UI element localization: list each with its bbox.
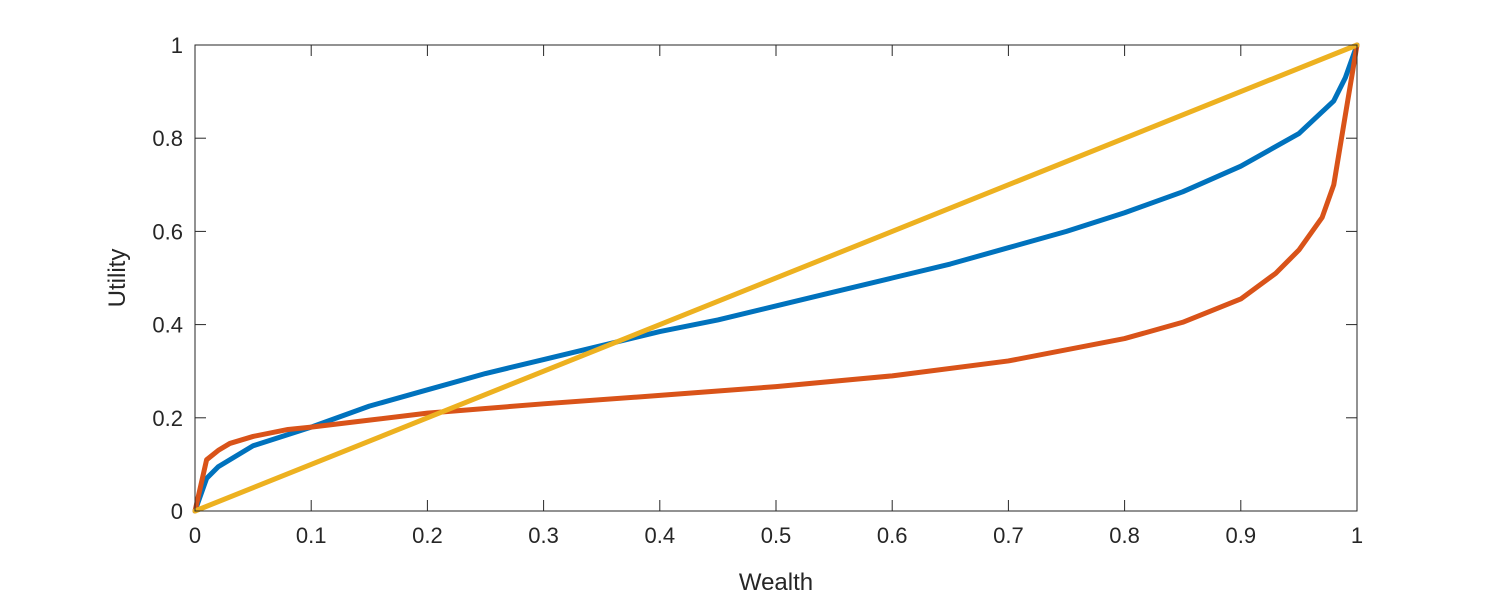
x-tick-label: 0.9 <box>1226 523 1257 548</box>
y-tick-label: 0.8 <box>152 126 183 151</box>
y-axis-title: Utility <box>104 249 131 308</box>
y-tick-label: 0.6 <box>152 219 183 244</box>
x-tick-label: 0 <box>189 523 201 548</box>
x-tick-label: 0.6 <box>877 523 908 548</box>
x-tick-label: 0.1 <box>296 523 327 548</box>
x-tick-label: 0.5 <box>761 523 792 548</box>
x-tick-label: 0.8 <box>1109 523 1140 548</box>
x-tick-label: 0.4 <box>645 523 676 548</box>
y-tick-label: 0 <box>171 499 183 524</box>
series-line-3 <box>192 42 1360 514</box>
x-tick-label: 0.7 <box>993 523 1024 548</box>
x-tick-label: 0.2 <box>412 523 443 548</box>
y-tick-label: 0.2 <box>152 406 183 431</box>
x-tick-label: 1 <box>1351 523 1363 548</box>
series-line-2 <box>192 42 1360 514</box>
x-axis-title: Wealth <box>739 569 813 596</box>
y-tick-label: 1 <box>171 33 183 58</box>
y-tick-label: 0.4 <box>152 313 183 338</box>
x-tick-label: 0.3 <box>528 523 559 548</box>
